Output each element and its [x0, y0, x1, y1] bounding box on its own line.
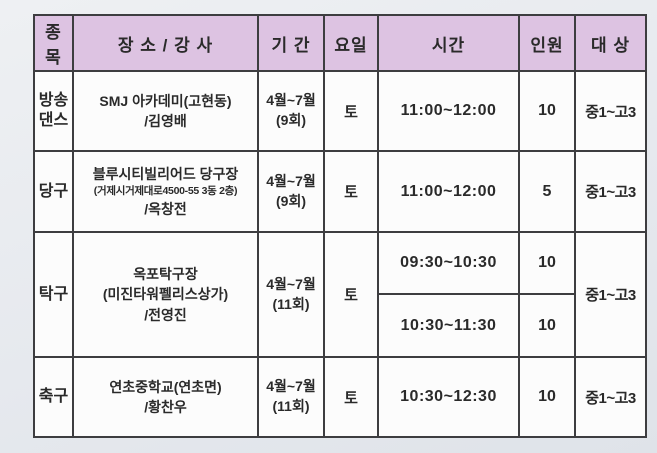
period-cell: 4월~7월 (9회) — [257, 70, 325, 152]
capacity-cell: 10 — [518, 356, 576, 438]
table-row-tabletennis: 탁구 옥포탁구장 (미진타워펠리스상가) /전영진 4월~7월 (11회) 토 … — [33, 231, 647, 358]
instructor-name: /옥창전 — [144, 201, 187, 218]
period-cell: 4월~7월 (9회) — [257, 150, 325, 233]
place-name: SMJ 아카데미(고현동) — [99, 92, 232, 109]
target-cell: 중1~고3 — [574, 70, 647, 152]
place-cell: 블루시티빌리어드 당구장 (거제시거제대로4500-55 3동 2층) /옥창전 — [72, 150, 259, 233]
day-cell: 토 — [323, 356, 379, 438]
period-months: 4월~7월 — [266, 92, 316, 109]
header-capacity: 인원 — [518, 14, 576, 72]
place-cell: SMJ 아카데미(고현동) /김영배 — [72, 70, 259, 152]
capacity-cell: 5 — [518, 150, 576, 233]
table-row-soccer: 축구 연초중학교(연초면) /황찬우 4월~7월 (11회) 토 10:30~1… — [33, 356, 647, 438]
place-cell: 옥포탁구장 (미진타워펠리스상가) /전영진 — [72, 231, 259, 358]
period-count: (11회) — [272, 398, 310, 414]
time-cell: 09:30~10:30 — [377, 231, 520, 295]
header-day: 요일 — [323, 14, 379, 72]
place-address: (거제시거제대로4500-55 3동 2층) — [93, 184, 238, 197]
time-cell: 11:00~12:00 — [377, 150, 520, 233]
place-address: (미진타워펠리스상가) — [102, 286, 229, 303]
period-count: (9회) — [276, 192, 306, 209]
target-cell: 중1~고3 — [574, 231, 647, 358]
instructor-name: /황찬우 — [144, 399, 187, 415]
header-time: 시간 — [377, 14, 520, 72]
day-cell: 토 — [323, 70, 379, 152]
header-period: 기 간 — [257, 14, 325, 72]
category-cell: 당구 — [33, 150, 74, 233]
day-cell: 토 — [323, 150, 379, 233]
target-cell: 중1~고3 — [574, 356, 647, 438]
period-months: 4월~7월 — [266, 378, 316, 395]
header-target: 대 상 — [574, 14, 647, 72]
instructor-name: /전영진 — [144, 306, 187, 323]
place-name: 블루시티빌리어드 당구장 — [92, 165, 239, 182]
header-category: 종 목 — [33, 14, 74, 72]
table-header-row: 종 목 장 소 / 강 사 기 간 요일 시간 인원 대 상 — [33, 14, 647, 72]
place-cell: 연초중학교(연초면) /황찬우 — [72, 356, 259, 438]
header-place-instructor: 장 소 / 강 사 — [72, 14, 259, 72]
instructor-name: /김영배 — [144, 113, 187, 129]
category-cell: 탁구 — [33, 231, 74, 358]
capacity-cell: 10 — [518, 231, 576, 295]
place-name: 옥포탁구장 — [133, 266, 198, 283]
period-months: 4월~7월 — [266, 275, 316, 292]
table-row-dance: 방송댄스 SMJ 아카데미(고현동) /김영배 4월~7월 (9회) 토 11:… — [33, 70, 647, 152]
capacity-cell: 10 — [518, 293, 576, 358]
time-cell: 10:30~11:30 — [377, 293, 520, 358]
period-months: 4월~7월 — [266, 172, 316, 189]
target-cell: 중1~고3 — [574, 150, 647, 233]
place-name: 연초중학교(연초면) — [109, 378, 222, 395]
category-cell: 축구 — [33, 356, 74, 438]
day-cell: 토 — [323, 231, 379, 358]
table-row-billiards: 당구 블루시티빌리어드 당구장 (거제시거제대로4500-55 3동 2층) /… — [33, 150, 647, 233]
schedule-table: 종 목 장 소 / 강 사 기 간 요일 시간 인원 대 상 방송댄스 SMJ … — [33, 14, 647, 438]
period-cell: 4월~7월 (11회) — [257, 356, 325, 438]
period-cell: 4월~7월 (11회) — [257, 231, 325, 358]
table-row-tabletennis-slot2: 10:30~11:30 10 — [34, 293, 646, 358]
category-cell: 방송댄스 — [33, 70, 74, 152]
period-count: (11회) — [272, 295, 310, 312]
capacity-cell: 10 — [518, 70, 576, 152]
time-cell: 11:00~12:00 — [377, 70, 520, 152]
time-cell: 10:30~12:30 — [377, 356, 520, 438]
period-count: (9회) — [276, 112, 306, 128]
